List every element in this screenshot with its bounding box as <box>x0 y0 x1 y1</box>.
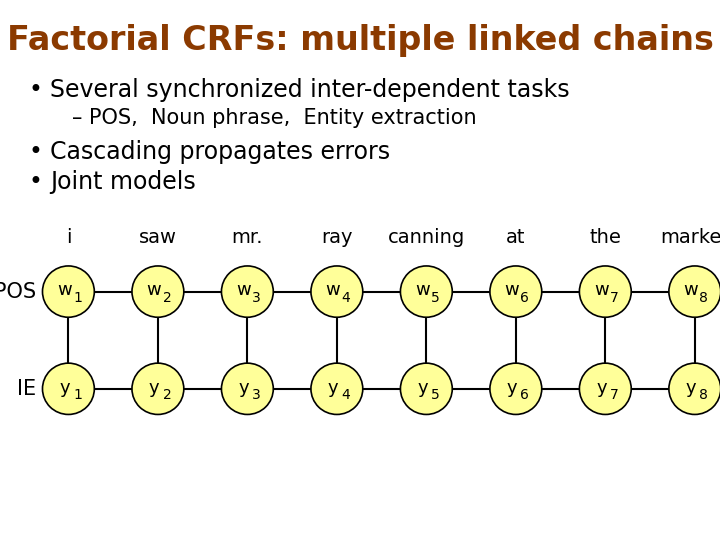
Ellipse shape <box>669 266 720 317</box>
Ellipse shape <box>42 266 94 317</box>
Text: 5: 5 <box>431 388 440 402</box>
Text: w: w <box>505 281 519 299</box>
Text: •: • <box>29 140 42 164</box>
Text: y: y <box>149 379 159 396</box>
Text: 6: 6 <box>521 291 529 305</box>
Text: y: y <box>596 379 607 396</box>
Text: 3: 3 <box>252 291 261 305</box>
Text: market: market <box>660 228 720 247</box>
Text: •: • <box>29 170 42 194</box>
Text: w: w <box>57 281 72 299</box>
Text: i: i <box>66 228 71 247</box>
Text: 4: 4 <box>341 388 351 402</box>
Text: w: w <box>683 281 698 299</box>
Text: 7: 7 <box>610 291 618 305</box>
Text: Factorial CRFs: multiple linked chains: Factorial CRFs: multiple linked chains <box>6 24 714 57</box>
Text: 3: 3 <box>252 388 261 402</box>
Text: mr.: mr. <box>232 228 263 247</box>
Text: canning: canning <box>387 228 465 247</box>
Text: y: y <box>328 379 338 396</box>
Ellipse shape <box>132 266 184 317</box>
Ellipse shape <box>669 363 720 415</box>
Ellipse shape <box>42 363 94 415</box>
Ellipse shape <box>580 363 631 415</box>
Text: 7: 7 <box>610 388 618 402</box>
Text: 8: 8 <box>699 388 708 402</box>
Text: w: w <box>594 281 609 299</box>
Text: •: • <box>29 78 42 102</box>
Text: w: w <box>325 281 341 299</box>
Text: w: w <box>415 281 430 299</box>
Ellipse shape <box>311 363 363 415</box>
Ellipse shape <box>400 363 452 415</box>
Text: y: y <box>59 379 70 396</box>
Ellipse shape <box>580 266 631 317</box>
Ellipse shape <box>490 363 541 415</box>
Text: IE: IE <box>17 379 36 399</box>
Ellipse shape <box>311 266 363 317</box>
Text: 6: 6 <box>521 388 529 402</box>
Text: w: w <box>147 281 161 299</box>
Ellipse shape <box>222 363 274 415</box>
Text: 5: 5 <box>431 291 440 305</box>
Text: y: y <box>507 379 517 396</box>
Text: – POS,  Noun phrase,  Entity extraction: – POS, Noun phrase, Entity extraction <box>72 108 477 128</box>
Ellipse shape <box>490 266 541 317</box>
Text: ray: ray <box>321 228 353 247</box>
Text: y: y <box>685 379 696 396</box>
Ellipse shape <box>132 363 184 415</box>
Text: y: y <box>417 379 428 396</box>
Text: y: y <box>238 379 249 396</box>
Text: 2: 2 <box>163 291 171 305</box>
Text: POS: POS <box>0 281 36 302</box>
Text: 2: 2 <box>163 388 171 402</box>
Text: Cascading propagates errors: Cascading propagates errors <box>50 140 390 164</box>
Ellipse shape <box>222 266 274 317</box>
Text: Joint models: Joint models <box>50 170 196 194</box>
Text: saw: saw <box>139 228 177 247</box>
Text: 1: 1 <box>73 388 82 402</box>
Text: 4: 4 <box>341 291 351 305</box>
Text: w: w <box>236 281 251 299</box>
Text: at: at <box>506 228 526 247</box>
Text: 8: 8 <box>699 291 708 305</box>
Text: Several synchronized inter-dependent tasks: Several synchronized inter-dependent tas… <box>50 78 570 102</box>
Ellipse shape <box>400 266 452 317</box>
Text: 1: 1 <box>73 291 82 305</box>
Text: the: the <box>590 228 621 247</box>
